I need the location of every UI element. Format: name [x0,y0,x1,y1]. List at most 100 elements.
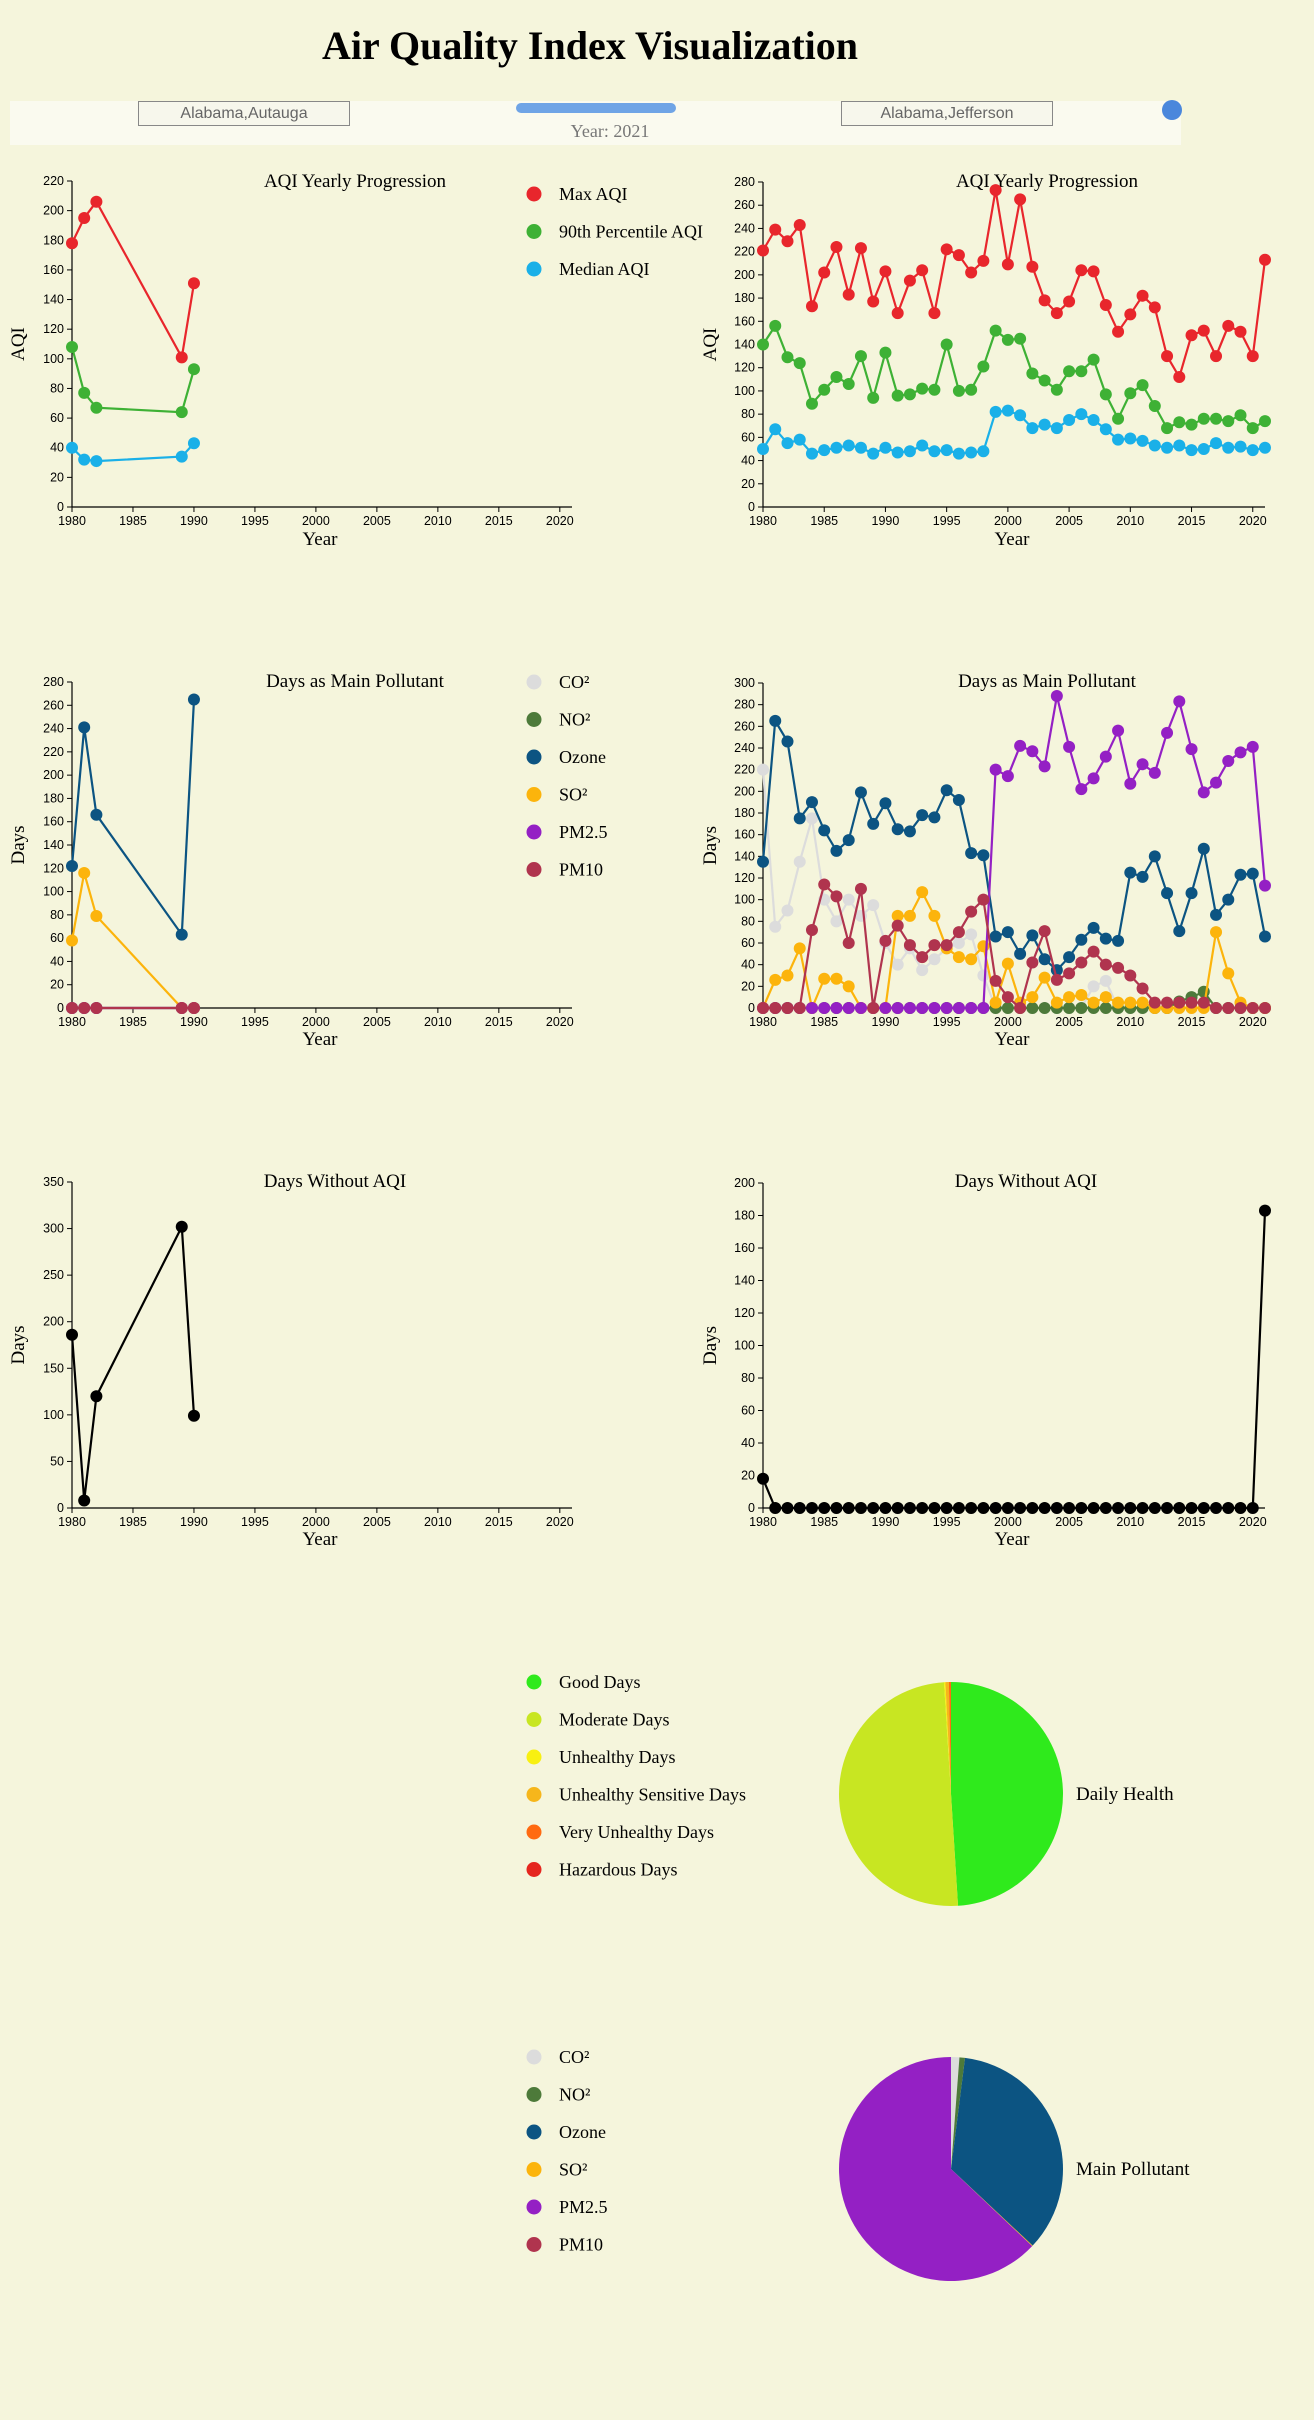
x-ticks: 1980 1985 1990 1995 2000 2005 2010 2015 2020 [58,1508,574,1529]
pie-daily-health: Daily Health [839,1682,1174,1907]
data-point [1001,1002,1014,1014]
y-tick-label: 180 [734,806,755,820]
data-point [78,386,91,399]
data-point [952,1002,965,1014]
data-point [90,401,103,414]
x-tick-label: 1985 [119,1015,147,1029]
chart-title: Days Without AQI [955,1171,1097,1192]
data-point [1222,441,1235,454]
data-point [916,951,929,964]
data-point [891,446,904,459]
data-point [1148,301,1161,314]
data-point [977,445,990,458]
data-point [187,693,200,706]
data-point [842,1002,855,1014]
y-tick-label: 280 [43,675,64,689]
x-tick-label: 2020 [546,1515,574,1529]
series-line [762,189,1267,380]
data-point [90,808,103,821]
legend-swatch [526,862,542,877]
x-tick-label: 2000 [994,514,1022,528]
data-point [916,439,929,452]
data-point [1050,996,1063,1009]
data-point [916,964,929,977]
y-tick-label: 220 [734,245,755,259]
y-tick-label: 0 [57,1001,64,1015]
data-point [1099,958,1112,971]
controls-bar: Year: 2021 [10,100,1182,145]
data-point [1124,866,1137,879]
right-county-input[interactable] [841,101,1053,126]
data-point [879,346,892,359]
legend-swatch [526,1862,542,1877]
data-point [989,184,1002,197]
y-tick-label: 60 [741,430,755,444]
data-point [977,1502,990,1514]
left-county-input[interactable] [138,101,350,126]
data-point [1136,1502,1149,1514]
data-point [952,384,965,397]
data-point [1099,299,1112,312]
data-point [1075,264,1088,277]
data-point [952,1502,965,1514]
y-tick-label: 100 [43,885,64,899]
data-point [1234,746,1247,759]
x-tick-label: 1990 [872,1515,900,1529]
data-point [1112,961,1125,974]
data-point [989,1502,1002,1514]
legend-swatch [526,1712,542,1727]
data-point [842,937,855,949]
data-point [1087,921,1100,934]
x-tick-label: 2010 [424,514,452,528]
legend-label: Ozone [559,747,606,767]
data-point [952,937,965,949]
data-point [66,1328,78,1341]
data-point [854,1002,867,1014]
pie-slice [839,2057,1033,2281]
data-point [1014,947,1027,960]
year-slider[interactable] [516,100,1182,120]
x-tick-label: 2015 [1178,1515,1206,1529]
y-tick-label: 280 [734,698,755,712]
x-tick-label: 2005 [363,514,391,528]
data-point [1173,439,1186,452]
data-point [1112,1502,1125,1514]
data-point [66,237,78,250]
data-point [1075,365,1088,378]
data-point [1087,945,1100,958]
data-point [867,447,880,460]
legend-label: CO² [559,672,589,692]
data-point [1136,758,1149,771]
year-slider-thumb[interactable] [1162,100,1182,120]
data-point [891,919,904,932]
data-point [903,274,916,287]
y-tick-label: 140 [734,1274,755,1288]
x-tick-label: 1995 [241,1015,269,1029]
data-point [891,307,904,320]
y-axis-label: AQI [700,328,721,362]
data-point [1112,724,1125,737]
y-tick-label: 240 [734,741,755,755]
data-point [830,1002,843,1014]
x-tick-label: 2005 [363,1015,391,1029]
chart-title: AQI Yearly Progression [264,171,447,192]
data-point [1161,350,1174,363]
data-point [1161,887,1174,900]
y-tick-label: 100 [43,1408,64,1422]
data-point [1124,432,1137,445]
data-point [916,1002,929,1014]
data-point [989,974,1002,987]
data-point [940,444,953,457]
data-point [1075,1002,1088,1014]
y-tick-label: 40 [741,1436,755,1450]
data-point [1222,755,1235,767]
x-tick-label: 1985 [810,514,838,528]
y-axis-label: Days [8,1325,29,1364]
data-point [1050,1502,1063,1514]
data-point [879,934,892,947]
y-tick-label: 140 [43,838,64,852]
data-point [781,735,794,748]
data-point [805,1502,818,1514]
data-point [1038,1502,1051,1514]
